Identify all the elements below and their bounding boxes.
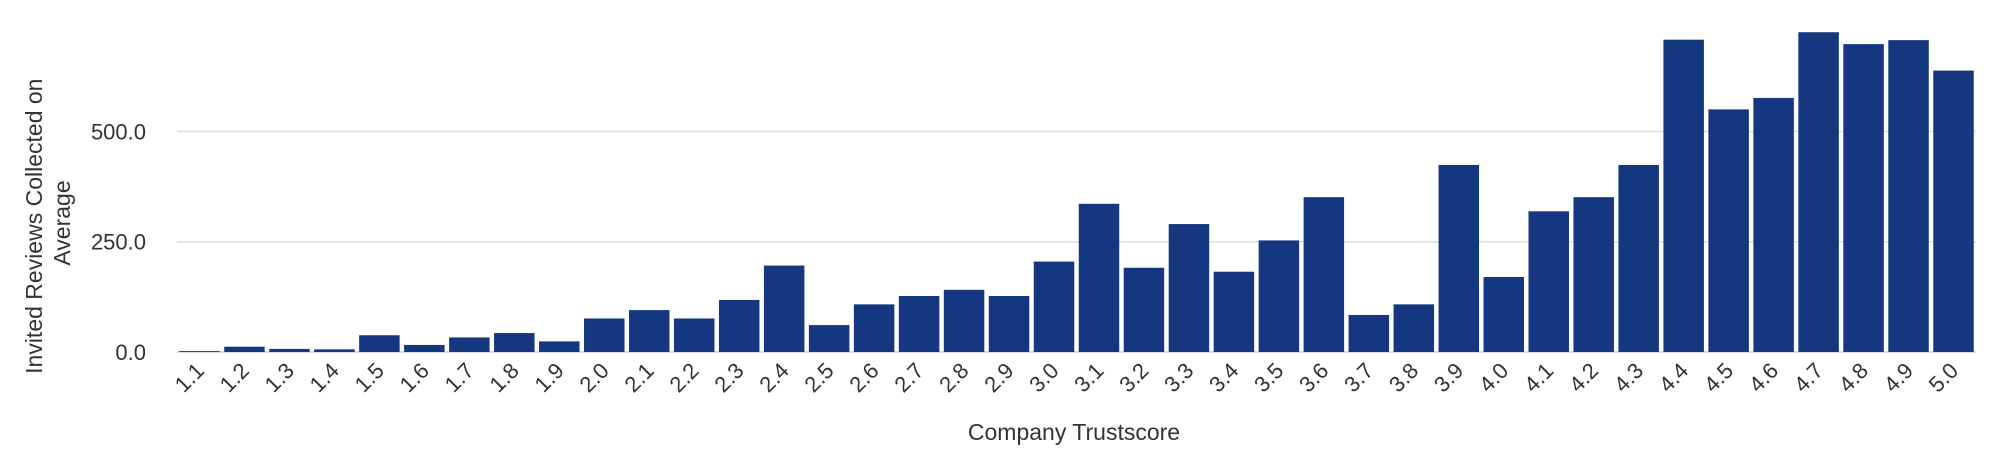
bar	[1888, 40, 1929, 353]
x-tick-label: 2.1	[619, 358, 658, 397]
x-tick-label: 3.4	[1204, 358, 1243, 397]
bar	[1213, 271, 1255, 352]
x-tick-label: 1.6	[395, 358, 434, 397]
x-tick-label: 1.7	[440, 358, 479, 397]
x-tick-label: 4.2	[1564, 358, 1603, 397]
x-tick-label: 3.8	[1384, 358, 1423, 397]
x-axis-ticks: 1.1 1.2 1.3 1.4 1.5 1.6 1.7 1.8 1.9 2.0 2.1 2.2 2.3 2…	[170, 358, 1963, 397]
x-tick-label: 3.0	[1024, 358, 1063, 397]
x-tick-label: 3.2	[1114, 358, 1153, 397]
bar	[1798, 32, 1839, 353]
bar	[224, 346, 265, 352]
x-tick-label: 2.7	[889, 358, 928, 397]
bar	[1528, 211, 1569, 352]
bar	[1483, 277, 1524, 352]
x-tick-label: 1.1	[170, 358, 209, 397]
x-tick-label: 4.3	[1609, 358, 1648, 397]
bar	[404, 344, 445, 352]
bar	[1168, 224, 1210, 352]
x-tick-label: 1.4	[305, 358, 344, 397]
bar	[1663, 39, 1704, 352]
x-tick-label: 5.0	[1924, 358, 1963, 397]
bar	[988, 295, 1030, 352]
x-tick-label: 1.5	[350, 358, 389, 397]
x-tick-label: 3.3	[1159, 358, 1198, 397]
x-tick-label: 2.5	[799, 358, 838, 397]
bar	[943, 289, 985, 352]
bar	[1708, 109, 1749, 353]
bar	[1933, 70, 1974, 352]
bar	[1348, 314, 1390, 352]
x-tick-label: 1.9	[530, 358, 569, 397]
bar	[539, 341, 580, 352]
y-axis-label: Invited Reviews Collected on Average	[21, 72, 75, 374]
x-tick-label: 4.6	[1744, 358, 1783, 397]
bar	[314, 349, 355, 352]
bar	[1123, 267, 1165, 352]
bar	[584, 318, 625, 352]
bar	[1573, 197, 1614, 352]
x-tick-label: 2.9	[979, 358, 1018, 397]
bar	[1438, 164, 1480, 352]
bar	[1033, 261, 1075, 352]
bar	[763, 265, 805, 352]
bar	[449, 337, 490, 352]
x-tick-label: 4.8	[1834, 358, 1873, 397]
x-tick-label: 1.8	[485, 358, 524, 397]
x-tick-label: 2.8	[934, 358, 973, 397]
x-tick-label: 2.3	[709, 358, 748, 397]
y-axis-label-line-2: Average	[49, 180, 75, 265]
x-tick-label: 2.4	[754, 358, 793, 397]
bar	[1393, 304, 1435, 352]
bar	[1618, 164, 1659, 352]
bar	[1303, 197, 1345, 352]
bar	[269, 348, 310, 352]
x-tick-label: 4.1	[1519, 358, 1558, 397]
x-tick-label: 3.7	[1339, 358, 1378, 397]
x-axis-label: Company Trustscore	[968, 419, 1180, 445]
x-tick-label: 4.0	[1474, 358, 1513, 397]
bar	[494, 333, 535, 352]
y-tick-label: 250.0	[91, 230, 146, 255]
x-tick-label: 3.6	[1294, 358, 1333, 397]
x-tick-label: 4.7	[1789, 358, 1828, 397]
bar	[629, 310, 670, 352]
y-axis-ticks: 0.0 250.0 500.0	[91, 119, 146, 365]
x-tick-label: 4.4	[1654, 358, 1693, 397]
y-axis-label-line-1: Invited Reviews Collected on	[21, 79, 47, 374]
x-tick-label: 1.3	[260, 358, 299, 397]
bar	[1078, 203, 1120, 352]
x-tick-label: 2.0	[574, 358, 613, 397]
bar	[673, 318, 715, 352]
gridlines	[177, 130, 1976, 353]
bar	[898, 295, 940, 352]
bar	[808, 325, 850, 352]
x-tick-label: 2.2	[664, 358, 703, 397]
bar	[179, 351, 220, 352]
x-tick-label: 4.9	[1879, 358, 1918, 397]
bar	[853, 304, 895, 352]
x-tick-label: 3.1	[1069, 358, 1108, 397]
y-tick-label: 500.0	[91, 119, 146, 144]
bar	[1843, 44, 1884, 353]
y-tick-label: 0.0	[115, 340, 146, 365]
bar	[1753, 97, 1794, 353]
bar	[359, 335, 400, 352]
x-tick-label: 4.5	[1699, 358, 1738, 397]
x-tick-label: 3.5	[1249, 358, 1288, 397]
x-tick-label: 3.9	[1429, 358, 1468, 397]
bar	[718, 299, 760, 352]
bar	[1258, 240, 1300, 352]
x-tick-label: 1.2	[215, 358, 254, 397]
bars	[179, 32, 1974, 353]
x-tick-label: 2.6	[844, 358, 883, 397]
